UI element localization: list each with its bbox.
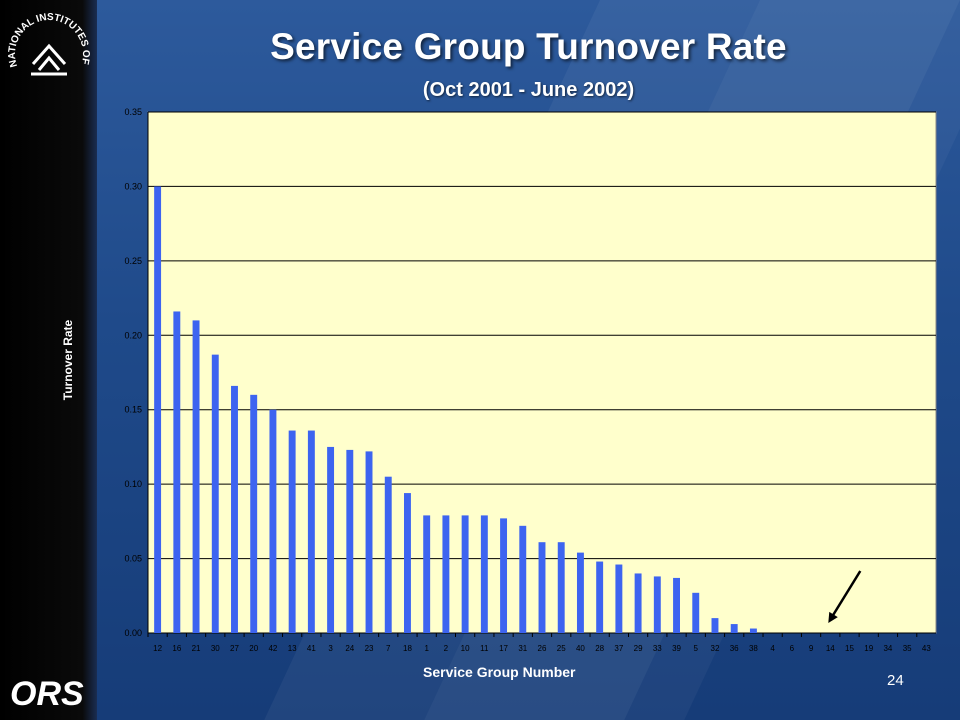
bar-38: [749, 628, 757, 633]
bar-7: [384, 476, 392, 633]
x-tick-label: 4: [770, 644, 775, 653]
x-tick-label: 29: [634, 644, 643, 653]
x-tick-label: 12: [153, 644, 162, 653]
bar-2: [442, 515, 450, 633]
bar-27: [231, 385, 238, 633]
x-tick-label: 27: [230, 644, 239, 653]
ors-logo-text: ORS: [10, 675, 84, 712]
bar-10: [461, 515, 469, 633]
x-tick-label: 21: [192, 644, 201, 653]
bar-41: [307, 430, 315, 633]
x-tick-label: 18: [403, 644, 412, 653]
bar-40: [576, 552, 584, 633]
bar-23: [365, 451, 373, 633]
y-tick-label: 0.00: [124, 628, 142, 638]
bar-42: [269, 409, 277, 633]
y-axis-ticks: 0.00 0.05 0.10 0.15 0.20 0.25 0.30 0.35: [124, 107, 142, 638]
nih-logo: NATIONAL INSTITUTES OF HEALTH: [4, 10, 91, 76]
x-tick-label: 31: [518, 644, 527, 653]
x-tick-label: 30: [211, 644, 220, 653]
y-tick-label: 0.20: [124, 330, 142, 340]
bar-1: [423, 515, 431, 633]
x-tick-label: 42: [268, 644, 277, 653]
x-tick-label: 9: [809, 644, 814, 653]
bar-30: [211, 354, 219, 633]
bar-3: [327, 446, 335, 633]
y-tick-label: 0.05: [124, 554, 142, 564]
x-tick-label: 14: [826, 644, 835, 653]
x-tick-label: 38: [749, 644, 758, 653]
x-tick-label: 17: [499, 644, 508, 653]
bar-16: [173, 311, 181, 633]
x-tick-label: 19: [864, 644, 873, 653]
chart-subtitle: (Oct 2001 - June 2002): [422, 79, 635, 101]
bar-11: [480, 515, 488, 633]
annotation-arrow: [830, 570, 862, 619]
ors-logo: ORS: [10, 675, 84, 712]
bar-25: [557, 542, 565, 633]
bar-37: [615, 564, 623, 633]
bar-18: [404, 493, 411, 633]
bar-12: [154, 186, 162, 633]
bar-32: [711, 618, 719, 633]
x-tick-label: 28: [595, 644, 604, 653]
bar-26: [538, 542, 546, 633]
x-tick-label: 40: [576, 644, 585, 653]
y-tick-label: 0.30: [124, 181, 142, 191]
x-tick-label: 1: [424, 644, 429, 653]
x-tick-label: 23: [365, 644, 374, 653]
sidebar-band: [0, 0, 97, 720]
x-tick-label: 15: [845, 644, 854, 653]
annotation-arrowhead: [828, 611, 838, 623]
bar-17: [500, 518, 508, 633]
x-tick-label: 5: [694, 644, 699, 653]
bar-24: [346, 449, 354, 633]
y-tick-label: 0.35: [124, 107, 142, 117]
x-tick-label: 2: [444, 644, 449, 653]
x-tick-label: 11: [480, 644, 489, 653]
y-axis-label: Turnover Rate: [61, 319, 75, 401]
bar-28: [596, 561, 604, 633]
bars: [154, 186, 757, 633]
bar-5: [692, 592, 700, 633]
x-tick-label: 7: [386, 644, 391, 653]
x-tick-label: 34: [883, 644, 892, 653]
x-tick-label: 20: [249, 644, 258, 653]
bar-36: [730, 624, 738, 633]
page-number: 24: [887, 672, 904, 689]
x-axis-ticks: 12 16 21 30 27 20 42 13 41 3 24 23 7 18 1 2 10 11 17 31 26 25…: [147, 633, 931, 653]
chart-title: Service Group Turnover Rate: [270, 26, 787, 67]
x-tick-label: 16: [172, 644, 181, 653]
bar-21: [192, 320, 200, 633]
y-tick-label: 0.15: [124, 405, 142, 415]
grid-lines: [147, 111, 936, 634]
x-tick-label: 3: [328, 644, 333, 653]
bar-20: [250, 394, 258, 633]
bar-29: [634, 573, 642, 633]
x-tick-label: 43: [922, 644, 931, 653]
x-axis-label: Service Group Number: [423, 664, 576, 680]
x-tick-label: 25: [557, 644, 566, 653]
x-tick-label: 37: [614, 644, 623, 653]
bar-39: [673, 577, 680, 633]
x-tick-label: 36: [730, 644, 739, 653]
bar-33: [653, 576, 661, 633]
bar-13: [288, 430, 296, 633]
y-tick-label: 0.10: [124, 479, 142, 489]
x-tick-label: 10: [461, 644, 470, 653]
x-tick-label: 6: [790, 644, 795, 653]
x-tick-label: 13: [288, 644, 297, 653]
x-tick-label: 24: [345, 644, 354, 653]
x-tick-label: 26: [538, 644, 547, 653]
x-tick-label: 35: [903, 644, 912, 653]
y-tick-label: 0.25: [124, 256, 142, 266]
x-tick-label: 32: [711, 644, 720, 653]
x-tick-label: 41: [307, 644, 316, 653]
bar-31: [519, 525, 527, 633]
x-tick-label: 39: [672, 644, 681, 653]
x-tick-label: 33: [653, 644, 662, 653]
